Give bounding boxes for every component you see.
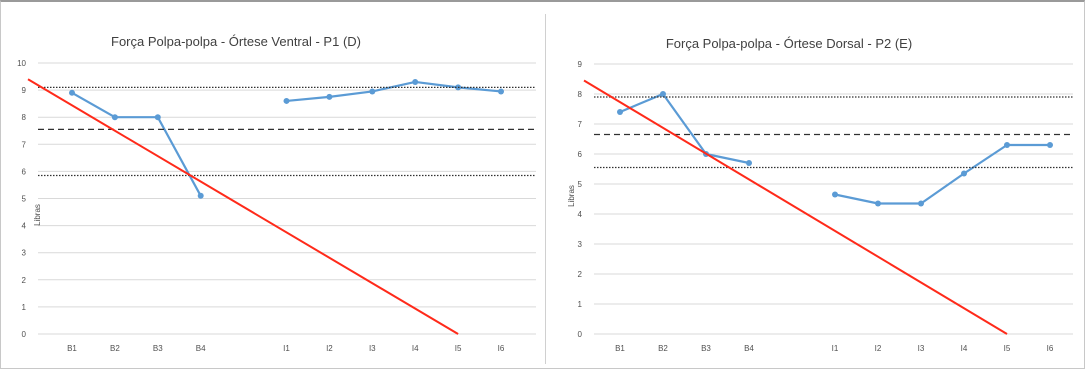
y-tick-label: 7 [22,140,27,149]
y-tick-label: 6 [22,167,27,176]
y-tick-label: 6 [578,150,583,159]
x-tick-label: B1 [615,344,625,353]
data-point [617,109,623,115]
y-tick-label: 4 [22,222,27,231]
x-tick-label: B3 [153,344,163,353]
data-point [197,192,204,199]
y-tick-label: 1 [22,303,27,312]
x-tick-label: I4 [412,344,419,353]
x-tick-label: I3 [918,344,925,353]
data-point [875,200,881,207]
data-point [660,91,666,97]
data-point [746,160,752,166]
y-tick-label: 9 [22,86,27,95]
y-axis-label: Libras [33,204,42,226]
chart-title: Força Polpa-polpa - Órtese Dorsal - P2 (… [666,36,912,51]
trend-line [583,79,1008,335]
y-tick-label: 1 [578,300,583,309]
x-tick-label: I1 [832,344,839,353]
y-tick-label: 3 [578,240,583,249]
x-tick-label: I5 [455,344,462,353]
data-point [283,97,290,104]
x-tick-label: B4 [196,344,206,353]
x-tick-label: I4 [961,344,968,353]
trend-line [27,78,459,335]
data-series-line [71,91,202,197]
y-axis-label: Libras [567,185,576,207]
data-point [498,88,504,95]
y-tick-label: 4 [578,210,583,219]
panel-divider [545,14,546,364]
data-point [832,191,838,198]
data-series-line [286,80,502,103]
data-point [154,114,161,121]
y-tick-label: 8 [22,113,27,122]
x-tick-label: B3 [701,344,711,353]
x-tick-label: I1 [283,344,290,353]
y-tick-label: 0 [22,330,27,339]
data-point [1047,142,1053,148]
x-tick-label: I2 [875,344,882,353]
data-point [69,89,75,96]
y-tick-label: 10 [17,59,26,68]
y-tick-label: 5 [578,180,583,189]
y-tick-label: 2 [578,270,583,279]
x-tick-label: I3 [369,344,376,353]
chart-dorsal-p2: 0 1 2 3 4 5 6 7 8 9 Força Polpa-polpa - Órtese Dor… [567,36,1073,353]
chart-title: Força Polpa-polpa - Órtese Ventral - P1 … [111,34,361,49]
x-tick-label: B2 [110,344,120,353]
data-point [918,200,924,207]
x-tick-label: I5 [1004,344,1011,353]
data-point [326,93,333,100]
data-series-line [619,92,750,165]
x-tick-label: I6 [498,344,505,353]
chart-ventral-p1: 0 1 2 3 4 5 6 7 8 9 10 Força Polpa-polpa - Órtese V… [17,34,536,353]
x-tick-label: B2 [658,344,668,353]
x-tick-label: I6 [1047,344,1054,353]
y-tick-label: 7 [578,120,583,129]
data-point [369,88,376,95]
data-point [412,78,419,85]
data-point [111,114,118,121]
y-tick-label: 3 [22,249,27,258]
y-tick-label: 9 [578,60,583,69]
data-point [1004,142,1010,148]
data-point [961,170,967,177]
y-tick-label: 5 [22,195,27,204]
data-series-line [834,143,1050,205]
y-tick-label: 0 [578,330,583,339]
x-tick-label: I2 [326,344,333,353]
x-tick-label: B4 [744,344,754,353]
x-tick-label: B1 [67,344,77,353]
y-tick-label: 2 [22,276,27,285]
y-tick-label: 8 [578,90,583,99]
